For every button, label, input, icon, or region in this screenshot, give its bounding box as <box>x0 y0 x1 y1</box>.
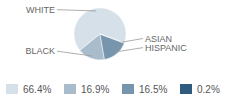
slice-label: ASIAN <box>145 34 172 44</box>
legend: 66.4% 16.9% 16.5% 0.2% <box>6 84 220 95</box>
chart: WHITE BLACK HISPANICASIAN 66.4% 16.9% 16.5% 0.… <box>0 0 240 100</box>
slice-labels: WHITE BLACK HISPANICASIAN <box>25 5 187 56</box>
legend-swatch <box>6 84 18 94</box>
legend-label: 16.5% <box>139 84 167 95</box>
slice-label: WHITE <box>26 5 55 15</box>
pie <box>74 8 126 60</box>
slice-label: BLACK <box>25 46 55 56</box>
legend-label: 0.2% <box>197 84 220 95</box>
pie-slice <box>100 34 124 43</box>
slice-label: HISPANIC <box>145 43 187 53</box>
legend-label: 16.9% <box>81 84 109 95</box>
leader-line <box>57 10 96 11</box>
legend-swatch <box>122 84 134 94</box>
legend-swatch <box>180 84 192 94</box>
legend-label: 66.4% <box>23 84 51 95</box>
leader-line <box>57 51 92 56</box>
leader-line <box>115 48 143 52</box>
legend-swatch <box>64 84 76 94</box>
pie-slice <box>100 34 124 60</box>
leader-line <box>122 39 143 43</box>
